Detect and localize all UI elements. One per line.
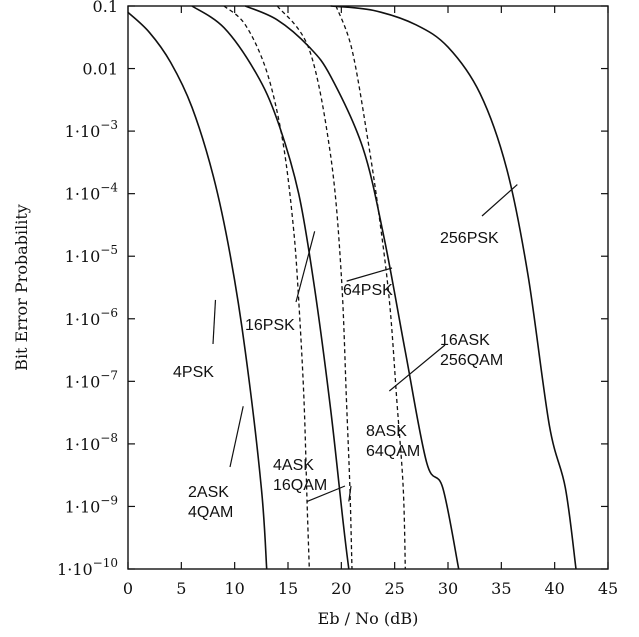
leader-line — [212, 299, 217, 345]
curve-label-4ask-16qam: 4ASK 16QAM — [273, 457, 327, 494]
x-tick-label: 35 — [491, 579, 511, 598]
curve-label-8ask-64qam: 8ASK 64QAM — [366, 423, 420, 460]
curve-label-4psk: 4PSK — [173, 364, 214, 381]
y-tick-label: 1·10−5 — [65, 243, 118, 266]
x-tick-label: 30 — [438, 579, 458, 598]
curve-label-16psk: 16PSK — [245, 317, 295, 334]
curves-group — [127, 5, 577, 570]
series-line-256psk — [330, 5, 577, 570]
x-axis-ticks: 0 5 10 15 20 25 30 35 40 45 — [123, 6, 618, 598]
y-axis-ticks: 0.1 0.01 1·10−3 1·10−4 1·10−5 1·10−6 1·10−7 1·1… — [57, 0, 608, 579]
leader-line — [346, 267, 393, 282]
curve-label-16ask-256qam: 16ASK 256QAM — [440, 332, 503, 369]
y-tick-label: 0.01 — [82, 60, 118, 79]
x-tick-label: 40 — [544, 579, 564, 598]
y-tick-label: 1·10−9 — [65, 493, 118, 516]
y-axis-title: Bit Error Probability — [12, 204, 31, 371]
y-tick-label: 1·10−8 — [65, 431, 118, 454]
leader-line — [481, 184, 518, 217]
curve-label-2ask-4qam: 2ASK 4QAM — [188, 484, 233, 521]
plot-frame — [127, 5, 609, 570]
leader-line — [348, 485, 352, 502]
y-tick-label: 1·10−4 — [65, 181, 119, 204]
y-tick-label: 1·10−6 — [65, 306, 118, 329]
x-tick-label: 0 — [123, 579, 133, 598]
series-line-16psk — [223, 5, 310, 570]
leader-line — [388, 344, 446, 392]
series-line-2ask-4qam — [127, 11, 268, 570]
curve-label-64psk: 64PSK — [343, 282, 393, 299]
curve-label-256psk: 256PSK — [440, 230, 499, 247]
x-tick-label: 15 — [278, 579, 298, 598]
x-axis-title: Eb / No (dB) — [318, 609, 419, 628]
y-tick-label: 1·10−3 — [65, 118, 118, 141]
x-tick-label: 5 — [176, 579, 186, 598]
curve-labels-group: 2ASK 4QAM 4PSK 16PSK 4ASK 16QAM 64PSK 8ASK 64QAM… — [173, 230, 503, 521]
series-line-8ask-64qam — [244, 5, 460, 570]
x-tick-label: 20 — [331, 579, 351, 598]
y-tick-label: 1·10−7 — [65, 368, 118, 391]
y-tick-label: 1·10−10 — [57, 556, 118, 579]
leader-line — [229, 406, 244, 468]
y-tick-label: 0.1 — [93, 0, 118, 16]
x-tick-label: 25 — [384, 579, 404, 598]
x-tick-label: 45 — [598, 579, 618, 598]
x-tick-label: 10 — [224, 579, 244, 598]
leader-line — [306, 485, 346, 503]
series-line-64psk — [276, 5, 353, 570]
leader-line — [295, 231, 316, 303]
leader-lines-group — [212, 184, 518, 503]
